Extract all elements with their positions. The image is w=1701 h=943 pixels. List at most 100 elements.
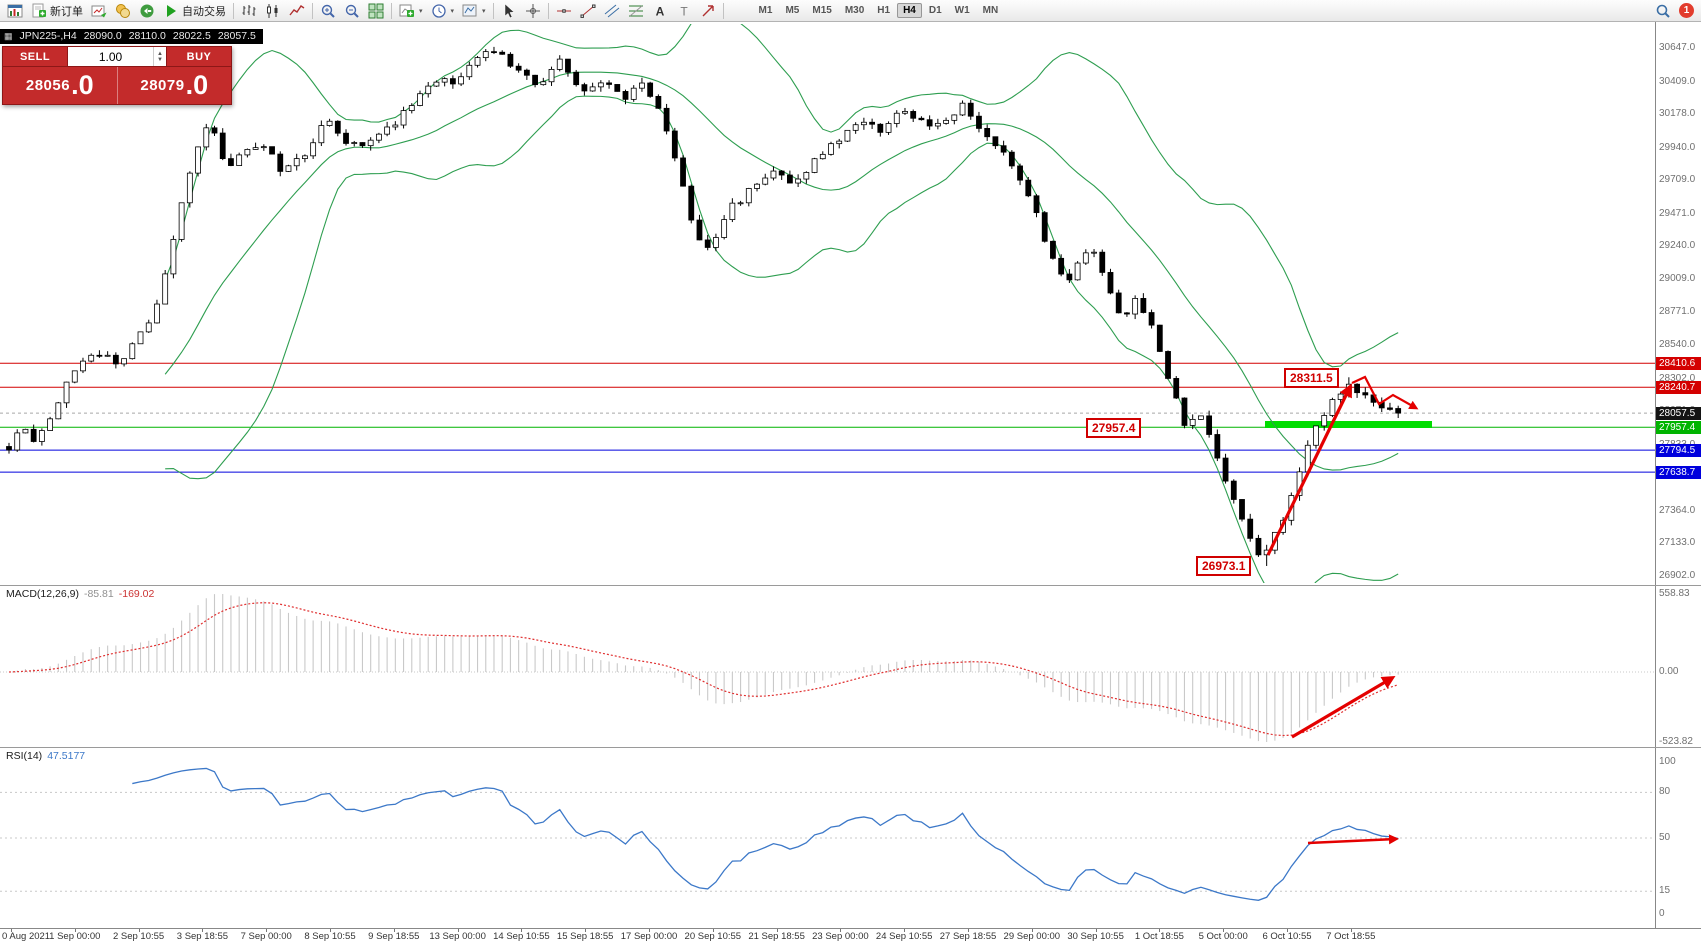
support-zone-line[interactable] [1265, 421, 1432, 428]
one-click-trading-panel: SELL ▲ ▼ BUY 28056 .0 28079 .0 [2, 46, 232, 105]
timeframe-m30[interactable]: M30 [839, 3, 870, 18]
time-axis-label: 7 Sep 00:00 [240, 931, 292, 942]
price-axis-label: 15 [1659, 885, 1671, 897]
buy-price[interactable]: 28079 .0 [140, 70, 209, 100]
chart-title-bar: ▦ JPN225-,H4 28090.0 28110.0 28022.5 280… [0, 29, 263, 44]
time-tick [1031, 929, 1033, 932]
timeframe-mn[interactable]: MN [977, 3, 1005, 18]
time-tick [1287, 929, 1288, 932]
templates-dropdown[interactable]: ▾ [458, 1, 490, 20]
time-tick [266, 929, 268, 932]
chart-symbol-period: JPN225-,H4 [19, 30, 77, 42]
scripts-icon[interactable] [135, 1, 159, 20]
svg-text:A: A [655, 4, 664, 18]
toolbar-separator [233, 2, 234, 19]
timeframe-h4[interactable]: H4 [897, 3, 922, 18]
price-axis-label: 27364.0 [1659, 504, 1696, 516]
chart-canvas[interactable] [0, 22, 1701, 943]
label-tool-icon[interactable]: T [672, 1, 696, 20]
profiles-icon[interactable] [111, 1, 135, 20]
price-axis-label: 28540.0 [1659, 339, 1696, 351]
new-order-button[interactable]: 新订单 [27, 1, 87, 20]
timeframe-m15[interactable]: M15 [806, 3, 837, 18]
price-axis-label: 28771.0 [1659, 306, 1696, 318]
text-tool-icon[interactable]: A [648, 1, 672, 20]
timeframe-d1[interactable]: D1 [923, 3, 948, 18]
price-annotation[interactable]: 27957.4 [1086, 418, 1142, 438]
time-axis-label: 1 Sep 00:00 [49, 931, 101, 942]
price-axis-label: 27133.0 [1659, 537, 1696, 549]
lot-spinner-up-icon[interactable]: ▲ [157, 50, 163, 57]
time-tick [968, 929, 969, 932]
price-annotation[interactable]: 26973.1 [1196, 556, 1252, 576]
chevron-down-icon: ▾ [482, 7, 486, 15]
time-axis[interactable]: 0 Aug 2021 1 Sep 00:00 2 Sep 10:55 3 Sep 18… [0, 928, 1701, 943]
rsi-pane-separator[interactable] [0, 747, 1701, 748]
trend-arrow[interactable] [1266, 383, 1352, 556]
trendline-tool-icon[interactable] [576, 1, 600, 20]
timeframe-m5[interactable]: M5 [779, 3, 805, 18]
rsi-pane [0, 767, 1655, 901]
time-axis-label: 3 Sep 18:55 [176, 931, 229, 942]
price-axis[interactable]: 30647.0 30409.0 30178.0 29940.0 29709.0 29471… [1655, 22, 1701, 928]
chart-window-icon[interactable] [3, 1, 27, 20]
toolbar-separator [391, 2, 392, 19]
time-axis-label: 7 Oct 18:55 [1326, 931, 1376, 942]
sell-button[interactable]: SELL [2, 46, 68, 67]
time-axis-label: 27 Sep 18:55 [939, 931, 997, 942]
cursor-icon[interactable] [497, 1, 521, 20]
price-axis-label: 100 [1659, 756, 1676, 767]
periods-dropdown[interactable]: ▾ [427, 1, 459, 20]
autotrading-button[interactable]: 自动交易 [159, 1, 230, 20]
time-tick [202, 929, 204, 932]
lot-size-input[interactable] [68, 48, 153, 65]
lot-spinner[interactable]: ▲ ▼ [153, 47, 166, 66]
price-axis-label: 30178.0 [1659, 108, 1696, 120]
time-tick [393, 929, 395, 932]
time-axis-label: 20 Sep 10:55 [684, 931, 742, 942]
macd-pane [0, 594, 1655, 742]
time-tick [11, 929, 12, 932]
time-axis-label: 2 Sep 10:55 [112, 931, 165, 942]
time-tick [649, 929, 650, 932]
zigzag-arrow[interactable] [1351, 375, 1419, 410]
candlestick-chart-icon[interactable] [261, 1, 285, 20]
time-axis-label: 17 Sep 00:00 [620, 931, 678, 942]
timeframe-m1[interactable]: M1 [753, 3, 779, 18]
price-axis-label: 26902.0 [1659, 570, 1696, 581]
price-axis-label: -523.82 [1659, 736, 1693, 747]
line-chart-icon[interactable] [285, 1, 309, 20]
timeframe-h1[interactable]: H1 [871, 3, 896, 18]
time-tick [1095, 929, 1097, 932]
time-axis-label: 1 Oct 18:55 [1134, 931, 1184, 942]
channel-tool-icon[interactable] [600, 1, 624, 20]
bar-chart-icon[interactable] [237, 1, 261, 20]
indicators-dropdown[interactable]: ▾ [395, 1, 427, 20]
price-annotation[interactable]: 28311.5 [1284, 368, 1339, 388]
fibonacci-tool-icon[interactable] [624, 1, 648, 20]
sell-price[interactable]: 28056 .0 [3, 67, 118, 104]
chart-add-icon[interactable] [87, 1, 111, 20]
tile-windows-icon[interactable] [364, 1, 388, 20]
macd-arrow[interactable] [1291, 675, 1396, 739]
price-axis-label: 0.00 [1659, 666, 1679, 677]
notification-badge[interactable]: 1 [1679, 3, 1694, 18]
search-icon[interactable] [1651, 1, 1675, 20]
crosshair-icon[interactable] [521, 1, 545, 20]
arrows-tool-icon[interactable] [696, 1, 720, 20]
timeframe-w1[interactable]: W1 [949, 3, 976, 18]
time-axis-label: 9 Sep 18:55 [368, 931, 420, 942]
price-axis-label: 558.83 [1659, 588, 1690, 599]
time-tick [521, 929, 523, 932]
macd-pane-separator[interactable] [0, 585, 1701, 586]
price-axis-label: 29471.0 [1659, 207, 1696, 219]
zoom-in-icon[interactable] [316, 1, 340, 20]
time-axis-label: 23 Sep 00:00 [812, 931, 869, 942]
chart-low-value: 28022.5 [172, 30, 211, 42]
price-axis-label: 30647.0 [1659, 42, 1696, 53]
buy-button[interactable]: BUY [166, 46, 232, 67]
rsi-arrow[interactable] [1307, 834, 1400, 845]
zoom-out-icon[interactable] [340, 1, 364, 20]
hline-tool-icon[interactable] [552, 1, 576, 20]
lot-spinner-down-icon[interactable]: ▼ [157, 56, 163, 63]
